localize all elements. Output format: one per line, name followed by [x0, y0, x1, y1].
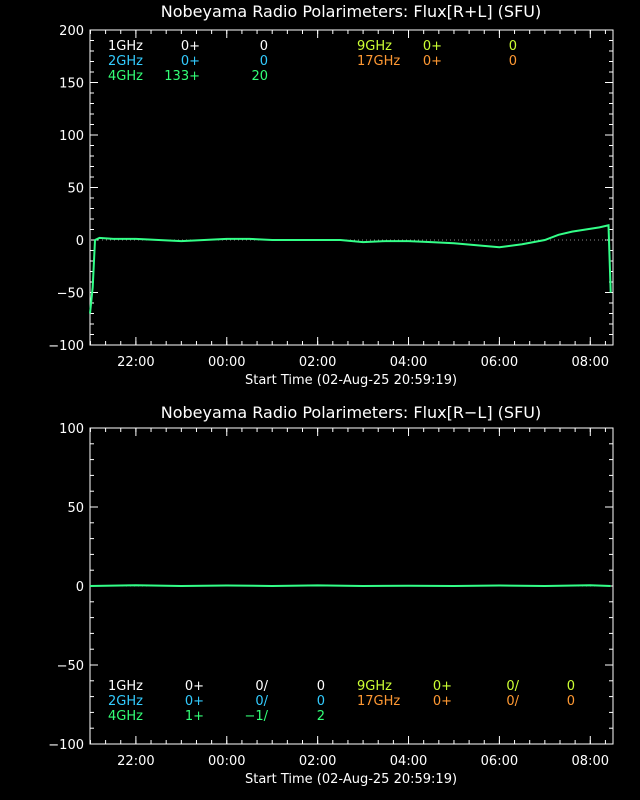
- legend-value: 0+: [181, 54, 200, 69]
- legend-extra: 20: [251, 69, 268, 84]
- legend-extra: 0: [509, 39, 517, 54]
- chart-panel-diff: Nobeyama Radio Polarimeters: Flux[R−L] (…: [48, 403, 614, 787]
- chart-panel-sum: Nobeyama Radio Polarimeters: Flux[R+L] (…: [48, 2, 614, 388]
- x-tick-label: 02:00: [299, 355, 336, 370]
- legend-extra: 0: [509, 54, 517, 69]
- y-tick-label: −50: [57, 659, 84, 674]
- legend-ratio: 0/: [255, 694, 268, 709]
- legend-ratio: −1/: [244, 709, 268, 724]
- y-tick-label: 100: [59, 129, 84, 144]
- legend-value: 0+: [181, 39, 200, 54]
- legend-extra: 0: [317, 679, 325, 694]
- x-axis-label: Start Time (02-Aug-25 20:59:19): [245, 772, 457, 787]
- legend-value: 0+: [185, 679, 204, 694]
- legend-label: 9GHz: [357, 39, 392, 54]
- legend-extra: 0: [260, 54, 268, 69]
- chart-title: Nobeyama Radio Polarimeters: Flux[R+L] (…: [161, 2, 541, 21]
- x-tick-label: 04:00: [390, 355, 427, 370]
- legend-ratio: 0/: [506, 679, 519, 694]
- x-axis-label: Start Time (02-Aug-25 20:59:19): [245, 373, 457, 388]
- y-tick-label: 50: [67, 182, 84, 197]
- legend-value: 133+: [164, 69, 200, 84]
- legend-extra: 2: [317, 709, 325, 724]
- legend-value: 0+: [423, 39, 442, 54]
- x-tick-label: 22:00: [117, 754, 154, 769]
- y-tick-label: −50: [57, 287, 84, 302]
- legend-label: 4GHz: [108, 69, 143, 84]
- y-tick-label: 0: [76, 580, 84, 595]
- y-tick-label: 100: [59, 422, 84, 437]
- legend-extra: 0: [567, 694, 575, 709]
- x-tick-label: 22:00: [117, 355, 154, 370]
- legend-extra: 0: [260, 39, 268, 54]
- y-tick-label: −100: [48, 339, 84, 354]
- y-tick-label: 50: [67, 501, 84, 516]
- legend-label: 17GHz: [357, 694, 400, 709]
- x-tick-label: 06:00: [481, 754, 518, 769]
- legend-label: 9GHz: [357, 679, 392, 694]
- series-line: [89, 224, 612, 314]
- legend-label: 2GHz: [108, 54, 143, 69]
- legend-ratio: 0/: [255, 679, 268, 694]
- x-tick-label: 00:00: [208, 355, 245, 370]
- x-tick-label: 08:00: [572, 754, 609, 769]
- legend-value: 1+: [185, 709, 204, 724]
- x-tick-label: 04:00: [390, 754, 427, 769]
- chart-title: Nobeyama Radio Polarimeters: Flux[R−L] (…: [161, 403, 541, 422]
- legend-value: 0+: [433, 679, 452, 694]
- x-tick-label: 08:00: [572, 355, 609, 370]
- y-tick-label: 0: [76, 234, 84, 249]
- series-line: [89, 584, 611, 588]
- legend-extra: 0: [567, 679, 575, 694]
- legend-label: 2GHz: [108, 694, 143, 709]
- x-tick-label: 06:00: [481, 355, 518, 370]
- legend-value: 0+: [185, 694, 204, 709]
- legend-label: 1GHz: [108, 679, 143, 694]
- y-tick-label: 200: [59, 24, 84, 39]
- legend-label: 4GHz: [108, 709, 143, 724]
- legend-ratio: 0/: [506, 694, 519, 709]
- y-tick-label: −100: [48, 738, 84, 753]
- legend-label: 1GHz: [108, 39, 143, 54]
- y-tick-label: 150: [59, 77, 84, 92]
- legend-extra: 0: [317, 694, 325, 709]
- legend-value: 0+: [433, 694, 452, 709]
- x-tick-label: 02:00: [299, 754, 336, 769]
- legend-label: 17GHz: [357, 54, 400, 69]
- legend-value: 0+: [423, 54, 442, 69]
- x-tick-label: 00:00: [208, 754, 245, 769]
